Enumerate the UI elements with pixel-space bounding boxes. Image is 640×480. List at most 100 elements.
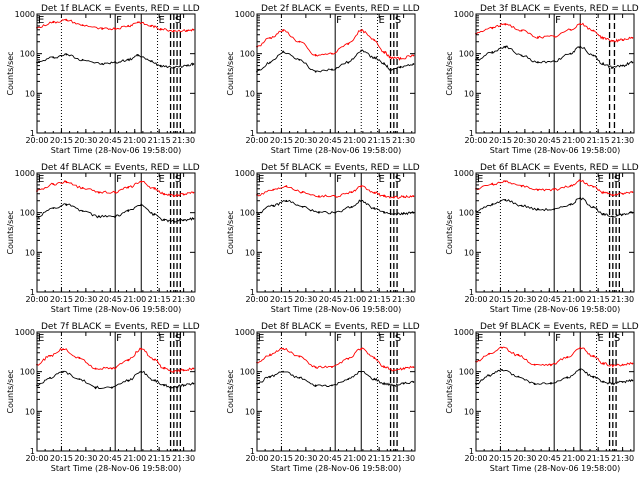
data-point-lld (347, 357, 350, 360)
data-point-lld (550, 363, 552, 366)
event-marker-label: E (598, 333, 604, 344)
data-point-events (153, 213, 156, 216)
data-point-events (127, 379, 130, 382)
event-marker-label: S (395, 15, 401, 26)
x-tick-label: 20:00 (245, 295, 268, 304)
x-axis-label: Start Time (28-Nov-06 19:58:00) (51, 146, 181, 155)
y-tick-label: 1 (469, 447, 474, 456)
x-tick-label: 20:15 (270, 295, 293, 304)
data-point-lld (602, 191, 604, 194)
x-tick-label: 20:45 (538, 136, 561, 145)
y-axis-label: Counts/sec (226, 210, 235, 254)
y-tick-label: 10 (464, 248, 474, 257)
event-marker-label: S (614, 174, 620, 185)
data-point-lld (127, 186, 130, 189)
data-point-events (621, 213, 624, 216)
data-point-lld (621, 39, 624, 41)
data-point-events (347, 378, 350, 380)
y-tick-label: 1000 (454, 169, 474, 178)
x-tick-label: 21:00 (123, 295, 146, 304)
data-point-lld (553, 188, 556, 191)
data-point-events (172, 220, 175, 223)
axes-frame (475, 172, 635, 293)
data-point-events (314, 384, 317, 387)
data-point-events (140, 203, 143, 206)
data-point-lld (269, 36, 271, 39)
x-tick-label: 21:00 (562, 136, 585, 145)
data-point-lld (269, 353, 271, 356)
data-point-events (192, 63, 195, 65)
data-point-events (383, 63, 385, 65)
data-point-lld (553, 35, 556, 38)
data-point-lld (383, 366, 385, 369)
x-tick-label: 20:00 (25, 295, 48, 304)
data-point-events (282, 370, 284, 373)
x-axis-label: Start Time (28-Nov-06 19:58:00) (271, 464, 401, 473)
data-point-lld (182, 193, 185, 196)
x-axis-label: Start Time (28-Nov-06 19:58:00) (490, 464, 620, 473)
data-point-lld (392, 369, 395, 371)
y-tick-label: 10 (464, 89, 474, 98)
event-marker-label: F (336, 15, 342, 26)
data-point-lld (150, 25, 152, 27)
data-point-lld (504, 23, 507, 25)
data-point-events (360, 370, 363, 373)
data-point-lld (192, 367, 195, 370)
data-point-events (491, 203, 494, 206)
data-point-events (150, 60, 152, 62)
data-point-lld (285, 185, 288, 187)
event-marker-label: S (614, 333, 620, 344)
x-tick-label: 20:15 (50, 295, 73, 304)
data-point-events (517, 375, 520, 378)
y-tick-label: 10 (25, 407, 35, 416)
data-point-lld (631, 191, 634, 193)
data-point-lld (488, 353, 490, 355)
data-point-lld (317, 195, 320, 198)
event-marker-label: S (395, 174, 401, 185)
data-point-events (550, 382, 552, 385)
data-point-events (78, 378, 81, 380)
data-point-events (269, 61, 271, 64)
x-tick-label: 21:00 (562, 295, 585, 304)
event-marker-label: S (395, 333, 401, 344)
data-point-lld (350, 191, 353, 193)
data-point-lld (65, 19, 68, 22)
event-marker-label: F (555, 15, 561, 26)
data-point-events (399, 66, 402, 69)
data-point-lld (301, 191, 304, 193)
data-point-lld (78, 357, 81, 359)
data-point-events (412, 63, 415, 65)
x-tick-label: 20:00 (245, 136, 268, 145)
data-point-events (389, 68, 392, 71)
data-point-events (111, 386, 113, 389)
data-point-events (153, 379, 156, 382)
event-marker-label: E (379, 174, 385, 185)
data-point-lld (536, 36, 539, 39)
data-point-lld (569, 28, 572, 31)
data-point-lld (94, 367, 97, 370)
x-tick-label: 20:15 (270, 136, 293, 145)
data-point-events (621, 381, 624, 383)
data-point-events (569, 52, 572, 55)
data-point-lld (621, 192, 624, 195)
data-point-lld (282, 29, 284, 32)
data-point-lld (611, 39, 614, 42)
data-point-events (192, 382, 195, 385)
axes-frame (256, 13, 416, 134)
data-point-lld (392, 196, 395, 199)
data-point-events (62, 370, 64, 373)
data-point-events (159, 64, 162, 67)
data-point-events (592, 375, 595, 378)
x-tick-label: 20:45 (319, 454, 342, 463)
data-point-lld (347, 42, 350, 45)
x-tick-label: 21:15 (587, 136, 610, 145)
x-tick-label: 21:30 (611, 454, 634, 463)
data-point-events (520, 204, 523, 207)
x-tick-label: 20:00 (25, 454, 48, 463)
panel-title: Det 7f BLACK = Events, RED = LLD (41, 322, 200, 332)
data-point-events (182, 384, 185, 387)
data-point-events (536, 61, 539, 64)
